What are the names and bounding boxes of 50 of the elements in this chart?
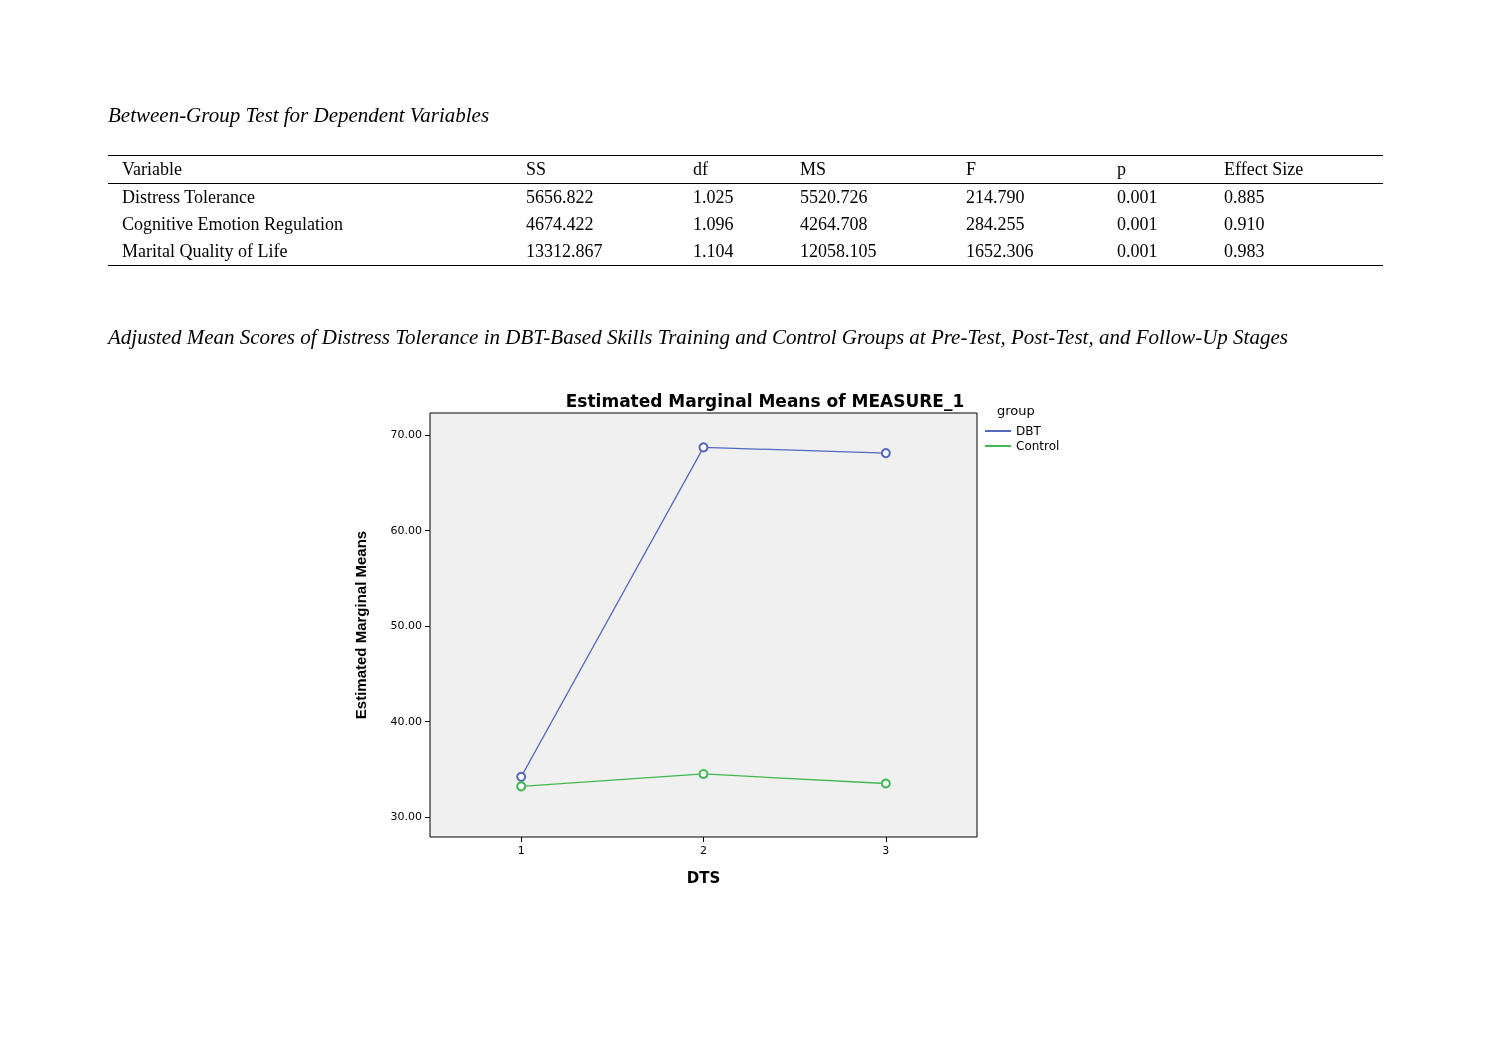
category-label: Effect Size [1223, 158, 1305, 181]
x-tick-label: 1 [517, 844, 525, 857]
y-tick-label: 60.00 [390, 523, 422, 537]
text: 0.001 [1116, 213, 1159, 236]
x-tick-label: 2 [700, 844, 707, 857]
point [880, 448, 891, 459]
text: 1.096 [692, 213, 735, 236]
legend-label: DBT [1016, 424, 1042, 438]
category-label: df [692, 158, 709, 181]
y-tick-label: 70.00 [390, 428, 422, 442]
point [698, 442, 709, 453]
x-axis-title: DTS [686, 868, 721, 887]
text: 0.001 [1116, 240, 1159, 263]
point [880, 778, 891, 789]
text: 5520.726 [799, 186, 869, 209]
legend-label: Control [1016, 439, 1060, 453]
text: Marital Quality of Life [121, 240, 289, 263]
point [698, 768, 709, 779]
text: 0.001 [1116, 186, 1159, 209]
text: 5656.822 [525, 186, 595, 209]
text: 0.885 [1223, 186, 1266, 209]
category-label: F [965, 158, 977, 181]
y-tick-label: 30.00 [390, 810, 422, 824]
text: 0.910 [1223, 213, 1266, 236]
x-tick-label: 3 [882, 844, 890, 857]
text: 4674.422 [525, 213, 595, 236]
text: Cognitive Emotion Regulation [121, 213, 344, 236]
category-label: Variable [121, 158, 183, 181]
y-axis-title: Estimated Marginal Means [352, 530, 369, 720]
text: 214.790 [965, 186, 1026, 209]
text: 4264.708 [799, 213, 869, 236]
chart-subtitle: Estimated Marginal Means of MEASURE_1 [565, 390, 965, 411]
text: 1652.306 [965, 240, 1035, 263]
category-label: MS [799, 158, 827, 181]
text: 0.983 [1223, 240, 1266, 263]
text: Distress Tolerance [121, 186, 256, 209]
category-label: p [1116, 158, 1127, 181]
point [516, 781, 527, 792]
text: Between-Group Test for Dependent Variables [108, 103, 490, 128]
text: 12058.105 [799, 240, 878, 263]
text: 13312.867 [525, 240, 604, 263]
text: 1.104 [692, 240, 735, 263]
text: 284.255 [965, 213, 1026, 236]
point [516, 771, 527, 782]
y-tick-label: 50.00 [390, 619, 422, 633]
legend-title: group [997, 403, 1035, 418]
chart-title: Adjusted Mean Scores of Distress Tolerance in DBT-Based Skills Training and Control Groups at Pre-Test, Post-Test, and Follow-Up Stages [108, 325, 1288, 350]
category-label: SS [525, 158, 548, 181]
text: 1.025 [692, 186, 735, 209]
y-tick-label: 40.00 [390, 714, 422, 728]
